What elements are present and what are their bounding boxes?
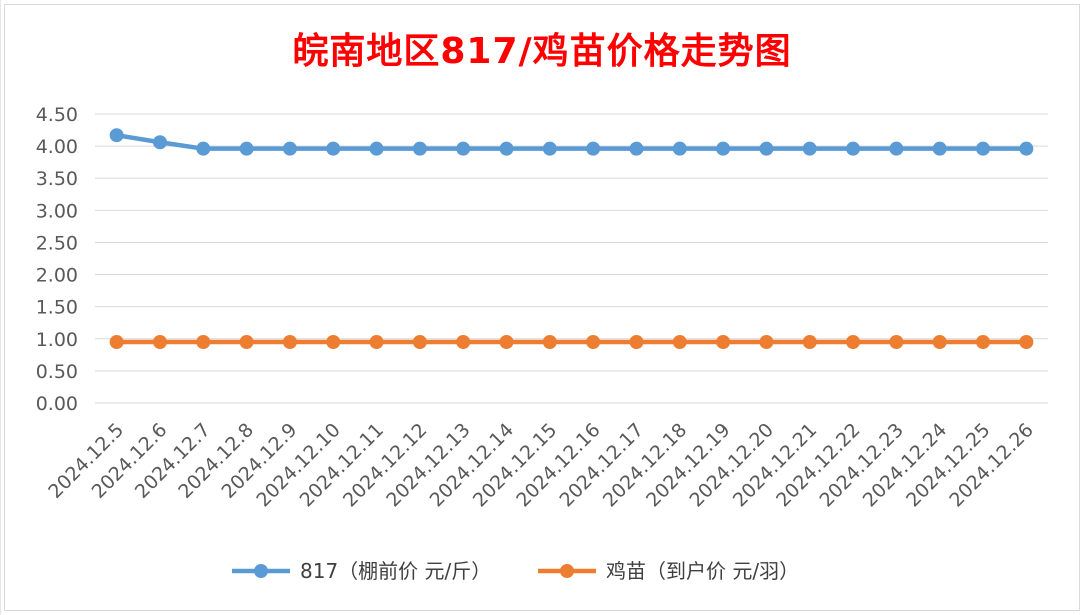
data-point bbox=[542, 141, 557, 156]
data-point bbox=[456, 141, 471, 156]
data-point bbox=[672, 334, 687, 349]
data-point bbox=[1019, 141, 1034, 156]
legend-swatch-marker bbox=[254, 564, 268, 578]
data-point bbox=[759, 141, 774, 156]
y-tick-label: 3.50 bbox=[36, 168, 78, 190]
data-point bbox=[369, 141, 384, 156]
data-point bbox=[239, 141, 254, 156]
y-tick-label: 3.00 bbox=[36, 200, 78, 222]
data-point bbox=[499, 334, 514, 349]
data-point bbox=[932, 141, 947, 156]
chart-title: 皖南地区817/鸡苗价格走势图 bbox=[292, 31, 792, 72]
series-layer bbox=[109, 128, 1034, 349]
data-point bbox=[716, 334, 731, 349]
data-point bbox=[282, 334, 297, 349]
y-tick-label: 1.50 bbox=[36, 297, 78, 319]
series-line-0 bbox=[116, 132, 1027, 151]
data-point bbox=[412, 334, 427, 349]
x-axis-ticks: 2024.12.52024.12.62024.12.72024.12.82024… bbox=[44, 419, 1038, 511]
data-point bbox=[846, 334, 861, 349]
data-point bbox=[456, 334, 471, 349]
data-point bbox=[586, 141, 601, 156]
y-tick-label: 4.00 bbox=[36, 136, 78, 158]
sheet-gridline bbox=[0, 0, 1, 615]
data-point bbox=[889, 334, 904, 349]
data-point bbox=[326, 334, 341, 349]
y-tick-label: 1.00 bbox=[36, 329, 78, 351]
data-point bbox=[629, 334, 644, 349]
data-point bbox=[586, 334, 601, 349]
data-point bbox=[672, 141, 687, 156]
data-point bbox=[196, 334, 211, 349]
data-point bbox=[109, 334, 124, 349]
legend: 817（棚前价 元/斤） 鸡苗（到户价 元/羽） bbox=[232, 559, 799, 583]
data-point bbox=[629, 141, 644, 156]
data-point bbox=[976, 141, 991, 156]
data-point bbox=[239, 334, 254, 349]
data-point bbox=[976, 334, 991, 349]
data-point bbox=[412, 141, 427, 156]
data-point bbox=[1019, 334, 1034, 349]
data-point bbox=[716, 141, 731, 156]
data-point bbox=[109, 128, 124, 143]
data-point bbox=[369, 334, 384, 349]
data-point bbox=[282, 141, 297, 156]
y-tick-label: 2.50 bbox=[36, 232, 78, 254]
y-tick-label: 0.50 bbox=[36, 361, 78, 383]
y-tick-label: 0.00 bbox=[36, 393, 78, 415]
chart-area[interactable] bbox=[4, 4, 1080, 611]
y-tick-label: 2.00 bbox=[36, 265, 78, 287]
data-point bbox=[499, 141, 514, 156]
data-point bbox=[196, 141, 211, 156]
legend-label: 817（棚前价 元/斤） bbox=[300, 559, 491, 583]
data-point bbox=[802, 334, 817, 349]
data-point bbox=[152, 334, 167, 349]
legend-label: 鸡苗（到户价 元/羽） bbox=[606, 559, 799, 583]
y-axis-ticks: 0.00 0.50 1.00 1.50 2.00 2.50 3.00 3.50 4.00 4.50 bbox=[36, 104, 78, 415]
data-point bbox=[846, 141, 861, 156]
data-point bbox=[802, 141, 817, 156]
data-point bbox=[889, 141, 904, 156]
y-tick-label: 4.50 bbox=[36, 104, 78, 126]
data-point bbox=[152, 135, 167, 150]
data-point bbox=[932, 334, 947, 349]
data-point bbox=[542, 334, 557, 349]
grid-lines bbox=[95, 113, 1048, 404]
data-point bbox=[759, 334, 774, 349]
data-point bbox=[326, 141, 341, 156]
legend-swatch-marker bbox=[560, 564, 574, 578]
